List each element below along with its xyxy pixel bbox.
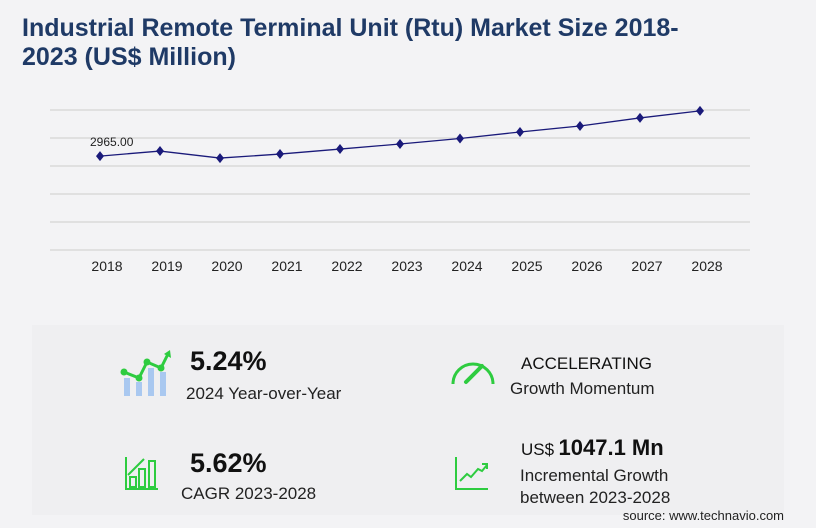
data-point (636, 112, 644, 123)
bar-chart-icon (125, 457, 158, 490)
yoy-label: 2024 Year-over-Year (186, 384, 342, 403)
data-point (156, 146, 164, 157)
x-tick-label: 2024 (451, 258, 482, 274)
x-tick-label: 2018 (91, 258, 122, 274)
source-credit: source: www.technavio.com (622, 508, 784, 523)
currency-prefix: US$ (521, 440, 555, 459)
cagr-label: CAGR 2023-2028 (181, 484, 317, 503)
data-point (216, 153, 224, 164)
data-point (396, 139, 404, 150)
speedometer-icon (451, 362, 495, 385)
data-point (696, 105, 704, 116)
trend-up-icon (455, 457, 488, 490)
x-tick-label: 2023 (391, 258, 422, 274)
data-point (516, 126, 524, 137)
data-point (276, 149, 284, 160)
x-tick-label: 2026 (571, 258, 602, 274)
growth-chart-icon (120, 350, 171, 396)
x-tick-label: 2022 (331, 258, 362, 274)
data-label: 2965.00 (90, 135, 134, 149)
data-point (96, 151, 104, 162)
incremental-label-2: between 2023-2028 (520, 488, 671, 507)
stats-panel (32, 325, 784, 515)
incremental-value: 1047.1 Mn (558, 435, 664, 460)
data-point (336, 144, 344, 155)
line-chart: 2018 2019 2020 2021 2022 2023 2024 2025 2026 2027… (50, 105, 750, 274)
series-line (99, 110, 701, 159)
x-tick-label: 2021 (271, 258, 302, 274)
chart-title: Industrial Remote Terminal Unit (Rtu) Ma… (22, 14, 679, 71)
x-tick-label: 2025 (511, 258, 542, 274)
incremental-growth: US$ 1047.1 Mn (521, 435, 664, 461)
incremental-label-1: Incremental Growth (520, 466, 669, 485)
cagr-value: 5.62% (190, 448, 267, 478)
x-tick-label: 2020 (211, 258, 242, 274)
x-tick-label: 2028 (691, 258, 722, 274)
momentum-label: Growth Momentum (510, 379, 655, 398)
x-tick-label: 2019 (151, 258, 182, 274)
yoy-value: 5.24% (190, 346, 267, 376)
momentum-value: ACCELERATING (521, 354, 652, 373)
data-point (576, 120, 584, 131)
data-point (456, 133, 464, 144)
x-tick-label: 2027 (631, 258, 662, 274)
